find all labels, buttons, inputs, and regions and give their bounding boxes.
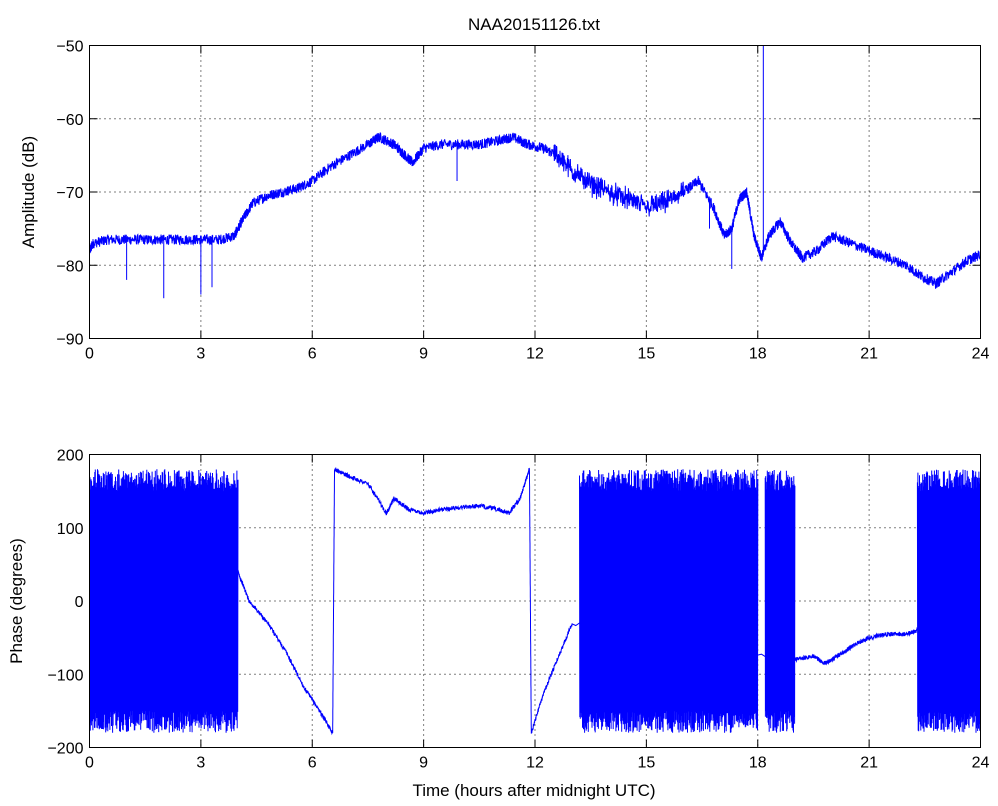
phase-axes-frame (89, 454, 981, 748)
phase-xlabel: Time (hours after midnight UTC) (412, 781, 655, 800)
phase-xtick-label: 6 (308, 755, 317, 772)
amplitude-series (89, 45, 981, 299)
phase-wrapped-segment (764, 469, 796, 733)
phase-xtick-label: 12 (526, 755, 544, 772)
amplitude-xtick-label: 3 (196, 346, 205, 363)
amplitude-xtick-label: 6 (308, 346, 317, 363)
phase-xtick-label: 3 (196, 755, 205, 772)
phase-ytick-label: −200 (47, 741, 83, 758)
phase-ytick-label: 100 (57, 521, 84, 538)
amplitude-series-line (89, 132, 981, 289)
phase-xtick-label: 18 (749, 755, 767, 772)
amplitude-panel: 0 3 6 9 12 15 18 21 24 −90 −80 −70 −60 −50 Amplitude … (19, 39, 990, 363)
phase-xtick-label: 0 (85, 755, 94, 772)
amplitude-ylabel: Amplitude (dB) (19, 136, 38, 248)
chart-title: NAA20151126.txt (468, 15, 600, 34)
phase-xtick-label: 21 (860, 755, 878, 772)
phase-xtick-label: 24 (972, 755, 990, 772)
amplitude-xtick-label: 9 (419, 346, 428, 363)
phase-xtick-label: 15 (637, 755, 655, 772)
amplitude-xtick-label: 15 (637, 346, 655, 363)
phase-wrapped-segment (89, 469, 239, 733)
phase-xtick-label: 9 (419, 755, 428, 772)
phase-series (89, 467, 981, 736)
amplitude-grid (89, 45, 981, 339)
amplitude-xtick-label: 18 (749, 346, 767, 363)
phase-ytick-label: 0 (75, 594, 84, 611)
phase-wrapped-segment (579, 469, 759, 733)
amplitude-ytick-label: −70 (56, 185, 83, 202)
amplitude-axes-frame (89, 45, 981, 339)
amplitude-ytick-label: −60 (56, 112, 83, 129)
amplitude-ytick-label: −90 (56, 332, 83, 349)
amplitude-xtick-label: 21 (860, 346, 878, 363)
phase-ytick-label: −100 (47, 667, 83, 684)
phase-panel: 0 3 6 9 12 15 18 21 24 −200 −100 0 100 200 Phase (deg… (7, 448, 990, 801)
amplitude-ytick-label: −80 (56, 258, 83, 275)
amplitude-xtick-label: 24 (972, 346, 990, 363)
phase-grid (89, 454, 981, 748)
phase-ylabel: Phase (degrees) (7, 538, 26, 664)
amplitude-xtick-label: 12 (526, 346, 544, 363)
amplitude-ytick-label: −50 (56, 39, 83, 56)
amplitude-ticks: 0 3 6 9 12 15 18 21 24 −90 −80 −70 −60 −50 (56, 39, 989, 363)
phase-ytick-label: 200 (57, 448, 84, 465)
phase-wrapped-segment (916, 469, 981, 733)
amplitude-xtick-label: 0 (85, 346, 94, 363)
phase-series-line (237, 467, 918, 736)
